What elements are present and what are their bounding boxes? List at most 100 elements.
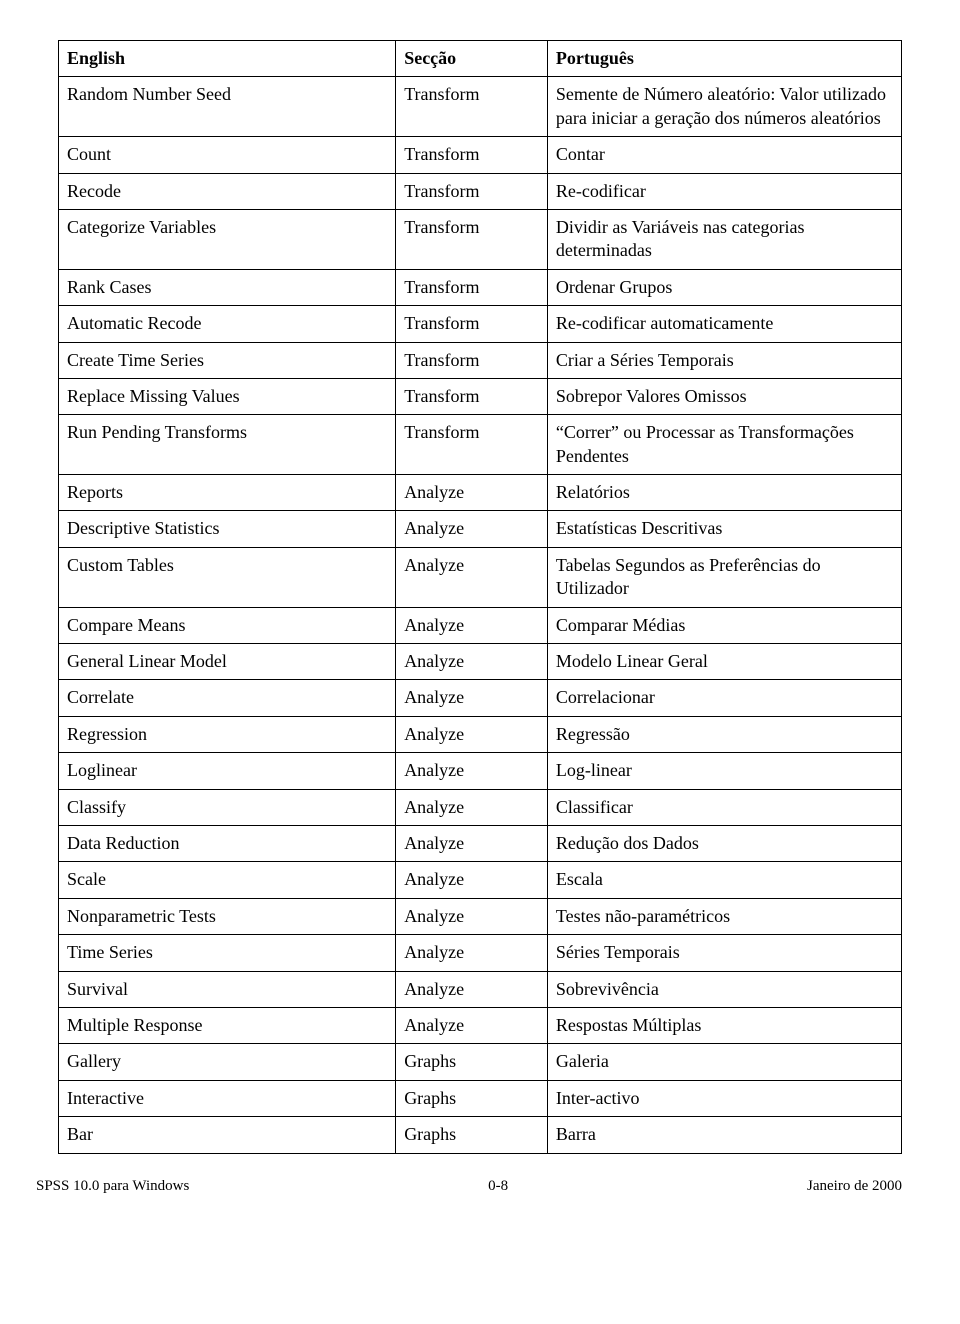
table-cell: Custom Tables	[59, 547, 396, 607]
table-row: Time SeriesAnalyzeSéries Temporais	[59, 935, 902, 971]
table-cell: Transform	[396, 173, 548, 209]
table-cell: Comparar Médias	[547, 607, 901, 643]
table-cell: Transform	[396, 342, 548, 378]
table-cell: Random Number Seed	[59, 77, 396, 137]
table-cell: Graphs	[396, 1080, 548, 1116]
table-cell: Respostas Múltiplas	[547, 1007, 901, 1043]
table-row: Compare MeansAnalyzeComparar Médias	[59, 607, 902, 643]
table-row: Create Time SeriesTransformCriar a Série…	[59, 342, 902, 378]
footer-center: 0-8	[488, 1178, 508, 1195]
col-header-english: English	[59, 41, 396, 77]
table-row: ReportsAnalyzeRelatórios	[59, 475, 902, 511]
table-row: LoglinearAnalyzeLog-linear	[59, 753, 902, 789]
table-cell: Analyze	[396, 607, 548, 643]
table-cell: Loglinear	[59, 753, 396, 789]
table-row: Nonparametric TestsAnalyzeTestes não-par…	[59, 898, 902, 934]
table-cell: Transform	[396, 378, 548, 414]
page-footer: SPSS 10.0 para Windows 0-8 Janeiro de 20…	[36, 1154, 902, 1195]
table-row: CountTransformContar	[59, 137, 902, 173]
table-cell: Criar a Séries Temporais	[547, 342, 901, 378]
table-cell: Analyze	[396, 716, 548, 752]
table-cell: Regression	[59, 716, 396, 752]
table-cell: Sobrevivência	[547, 971, 901, 1007]
table-cell: Barra	[547, 1117, 901, 1153]
table-cell: Analyze	[396, 753, 548, 789]
table-cell: Time Series	[59, 935, 396, 971]
table-row: Rank CasesTransformOrdenar Grupos	[59, 269, 902, 305]
table-row: Custom TablesAnalyzeTabelas Segundos as …	[59, 547, 902, 607]
table-cell: Analyze	[396, 680, 548, 716]
table-cell: Analyze	[396, 898, 548, 934]
footer-right: Janeiro de 2000	[807, 1178, 902, 1195]
table-row: CorrelateAnalyzeCorrelacionar	[59, 680, 902, 716]
table-row: Multiple ResponseAnalyzeRespostas Múltip…	[59, 1007, 902, 1043]
table-cell: Regressão	[547, 716, 901, 752]
table-cell: Scale	[59, 862, 396, 898]
table-cell: Automatic Recode	[59, 306, 396, 342]
table-row: BarGraphsBarra	[59, 1117, 902, 1153]
table-cell: Analyze	[396, 547, 548, 607]
table-cell: Categorize Variables	[59, 209, 396, 269]
table-cell: Replace Missing Values	[59, 378, 396, 414]
table-cell: Ordenar Grupos	[547, 269, 901, 305]
table-cell: Analyze	[396, 789, 548, 825]
page: English Secção Português Random Number S…	[0, 0, 960, 1215]
table-cell: Analyze	[396, 825, 548, 861]
table-cell: Transform	[396, 269, 548, 305]
table-cell: Re-codificar	[547, 173, 901, 209]
table-cell: “Correr” ou Processar as Transformações …	[547, 415, 901, 475]
table-cell: Descriptive Statistics	[59, 511, 396, 547]
table-cell: Transform	[396, 77, 548, 137]
table-cell: Bar	[59, 1117, 396, 1153]
table-cell: Rank Cases	[59, 269, 396, 305]
table-cell: Log-linear	[547, 753, 901, 789]
table-cell: Re-codificar automaticamente	[547, 306, 901, 342]
table-cell: Count	[59, 137, 396, 173]
table-cell: Dividir as Variáveis nas categorias dete…	[547, 209, 901, 269]
table-row: SurvivalAnalyzeSobrevivência	[59, 971, 902, 1007]
table-row: InteractiveGraphsInter-activo	[59, 1080, 902, 1116]
table-row: Run Pending TransformsTransform“Correr” …	[59, 415, 902, 475]
table-cell: Correlacionar	[547, 680, 901, 716]
table-row: Replace Missing ValuesTransformSobrepor …	[59, 378, 902, 414]
table-cell: Gallery	[59, 1044, 396, 1080]
table-cell: Run Pending Transforms	[59, 415, 396, 475]
table-cell: Recode	[59, 173, 396, 209]
table-cell: Modelo Linear Geral	[547, 644, 901, 680]
table-row: RecodeTransformRe-codificar	[59, 173, 902, 209]
table-row: GalleryGraphsGaleria	[59, 1044, 902, 1080]
table-row: Data ReductionAnalyzeRedução dos Dados	[59, 825, 902, 861]
table-cell: Transform	[396, 306, 548, 342]
table-cell: Analyze	[396, 862, 548, 898]
table-cell: Nonparametric Tests	[59, 898, 396, 934]
table-row: Categorize VariablesTransformDividir as …	[59, 209, 902, 269]
table-cell: Classify	[59, 789, 396, 825]
table-cell: Analyze	[396, 1007, 548, 1043]
table-row: ScaleAnalyzeEscala	[59, 862, 902, 898]
table-cell: Sobrepor Valores Omissos	[547, 378, 901, 414]
table-cell: Séries Temporais	[547, 935, 901, 971]
table-row: RegressionAnalyzeRegressão	[59, 716, 902, 752]
table-cell: Reports	[59, 475, 396, 511]
table-cell: Tabelas Segundos as Preferências do Util…	[547, 547, 901, 607]
table-cell: Multiple Response	[59, 1007, 396, 1043]
table-row: ClassifyAnalyzeClassificar	[59, 789, 902, 825]
footer-left: SPSS 10.0 para Windows	[36, 1178, 189, 1195]
table-header-row: English Secção Português	[59, 41, 902, 77]
table-row: Descriptive StatisticsAnalyzeEstatística…	[59, 511, 902, 547]
table-row: Random Number SeedTransformSemente de Nú…	[59, 77, 902, 137]
table-cell: Graphs	[396, 1044, 548, 1080]
table-cell: Graphs	[396, 1117, 548, 1153]
table-cell: Redução dos Dados	[547, 825, 901, 861]
table-cell: Galeria	[547, 1044, 901, 1080]
table-cell: General Linear Model	[59, 644, 396, 680]
table-cell: Correlate	[59, 680, 396, 716]
table-cell: Analyze	[396, 511, 548, 547]
col-header-portugues: Português	[547, 41, 901, 77]
table-cell: Relatórios	[547, 475, 901, 511]
table-cell: Compare Means	[59, 607, 396, 643]
table-cell: Transform	[396, 137, 548, 173]
table-cell: Analyze	[396, 935, 548, 971]
table-cell: Transform	[396, 415, 548, 475]
table-cell: Semente de Número aleatório: Valor utili…	[547, 77, 901, 137]
